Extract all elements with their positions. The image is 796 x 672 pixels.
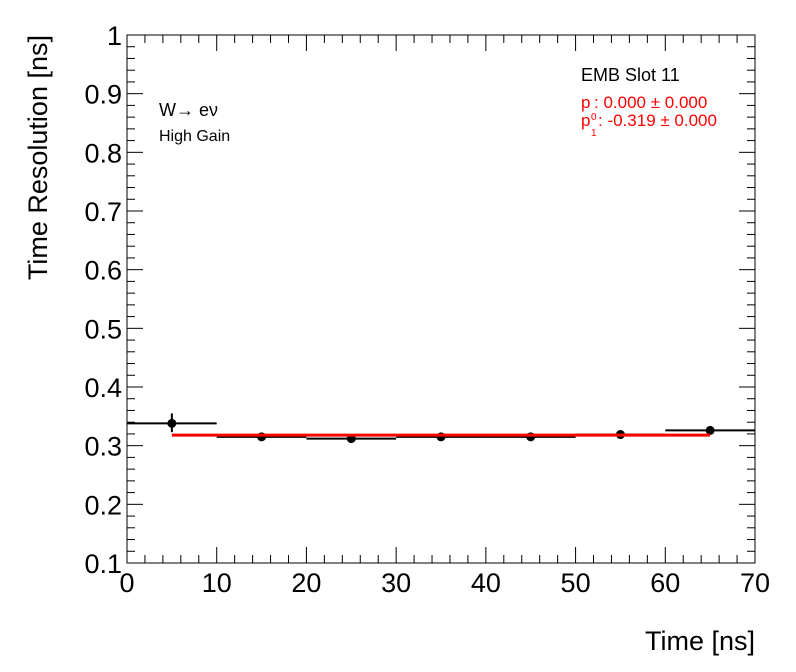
y-tick-label: 1 (107, 21, 122, 51)
p0-value: : 0.000 ± 0.000 (594, 93, 707, 112)
y-axis-label: Time Resolution [ns] (23, 35, 53, 280)
y-tick-label: 0.3 (84, 432, 122, 462)
x-tick-label: 70 (740, 568, 770, 598)
point-marker (705, 425, 715, 435)
p0-subscript: 0 (591, 112, 597, 123)
y-tick-label: 0.8 (84, 138, 122, 168)
x-tick-label: 30 (381, 568, 411, 598)
data-point (665, 425, 755, 435)
process-label: W→ eν (159, 100, 218, 120)
fit-parameter-p1: p 1 : -0.319 ± 0.000 (581, 111, 717, 139)
y-tick-label: 0.7 (84, 197, 122, 227)
y-tick-label: 0.4 (84, 373, 122, 403)
x-axis-label: Time [ns] (645, 626, 755, 656)
plot-frame (126, 34, 756, 564)
fit-parameter-p0: p 0 : 0.000 ± 0.000 (581, 93, 707, 123)
y-tick-label: 0.2 (84, 490, 122, 520)
x-tick-label: 60 (650, 568, 680, 598)
gain-label: High Gain (159, 128, 230, 145)
y-tick-label: 0.9 (84, 80, 122, 110)
x-tick-label: 20 (291, 568, 321, 598)
x-tick-label: 50 (561, 568, 591, 598)
slot-label: EMB Slot 11 (581, 65, 680, 85)
p1-subscript: 1 (591, 128, 597, 139)
p1-value: : -0.319 ± 0.000 (598, 111, 717, 130)
y-tick-label: 0.5 (84, 314, 122, 344)
x-tick-label: 40 (471, 568, 501, 598)
y-tick-label: 0.6 (84, 256, 122, 286)
x-tick-label: 10 (202, 568, 232, 598)
y-tick-labels: 0.1 0.2 0.3 0.4 0.5 0.6 0.7 0.8 0.9 1 (84, 21, 122, 579)
point-marker (167, 418, 177, 428)
p0-symbol: p (581, 93, 590, 112)
data-point (127, 413, 217, 433)
y-tick-label: 0.1 (84, 549, 122, 579)
x-tick-labels: 0 10 20 30 40 50 60 70 (119, 568, 770, 598)
p1-symbol: p (581, 111, 590, 130)
x-tick-label: 0 (119, 568, 134, 598)
